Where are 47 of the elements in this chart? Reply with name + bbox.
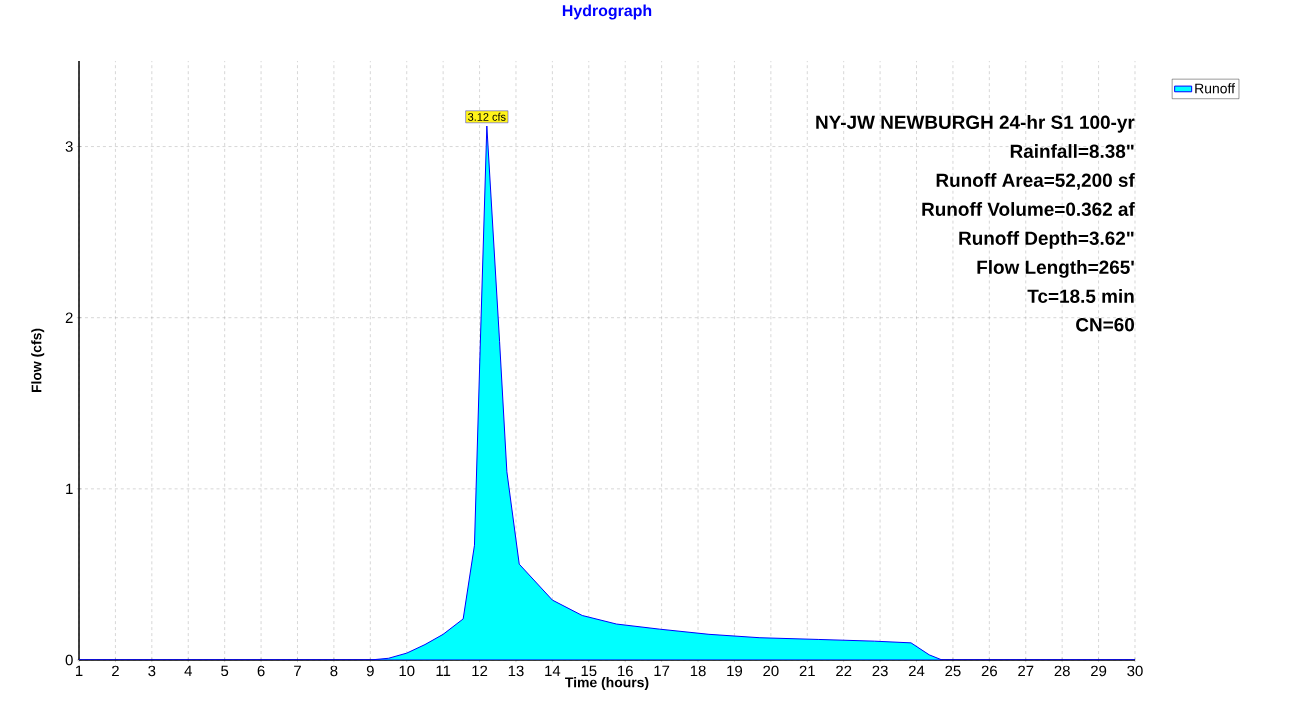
x-tick-label: 25	[945, 665, 961, 677]
annotation: Tc=18.5 min	[1027, 289, 1134, 303]
x-tick-label: 19	[727, 665, 743, 677]
x-tick-label: 22	[836, 665, 852, 677]
x-tick-label: 20	[763, 665, 779, 677]
x-tick-label: 7	[294, 665, 301, 676]
y-tick-label: 0	[65, 654, 73, 666]
x-tick-label: 16	[618, 665, 633, 677]
y-axis-title: Flow (cfs)	[31, 328, 45, 393]
y-tick-label: 2	[65, 312, 73, 323]
annotation: Runoff Volume=0.362 af	[922, 202, 1135, 216]
x-tick-label: 21	[799, 665, 815, 677]
y-tick-label: 3	[65, 141, 73, 152]
annotation: Runoff Depth=3.62"	[959, 231, 1134, 249]
x-tick-label: 30	[1127, 665, 1143, 677]
x-tick-label: 23	[872, 665, 888, 677]
x-tick-label: 15	[581, 665, 597, 677]
annotation: Flow Length=265'	[977, 260, 1134, 278]
x-tick-label: 28	[1054, 665, 1070, 677]
x-tick-label: 14	[545, 665, 561, 676]
legend-label: Runoff	[1195, 83, 1235, 94]
x-tick-label: 18	[690, 665, 706, 677]
x-tick-label: 27	[1018, 665, 1034, 677]
x-tick-label: 29	[1091, 665, 1107, 677]
x-tick-label: 1	[76, 665, 83, 676]
y-tick-label: 1	[66, 483, 73, 494]
x-tick-label: 5	[221, 665, 229, 677]
x-tick-label: 11	[436, 665, 451, 676]
x-tick-label: 8	[330, 665, 338, 677]
x-tick-label: 10	[399, 665, 415, 677]
x-tick-label: 9	[366, 665, 374, 677]
chart-title: Hydrograph	[562, 4, 652, 20]
annotation: Runoff Area=52,200 sf	[936, 173, 1135, 190]
x-tick-label: 3	[148, 665, 156, 677]
annotation: CN=60	[1076, 318, 1134, 332]
x-tick-label: 17	[654, 665, 670, 676]
x-tick-label: 24	[908, 665, 925, 677]
x-tick-label: 12	[472, 665, 488, 677]
annotation: NY-JW NEWBURGH 24-hr S1 100-yr	[816, 115, 1135, 133]
annotation: 3.12 cfs	[468, 112, 506, 121]
x-tick-label: 26	[981, 665, 997, 677]
annotation: Rainfall=8.38"	[1010, 144, 1134, 159]
x-tick-label: 2	[112, 665, 119, 677]
x-tick-label: 4	[184, 665, 192, 676]
x-tick-label: 13	[508, 665, 524, 677]
x-tick-label: 6	[257, 665, 265, 677]
x-axis-title: Time (hours)	[565, 677, 649, 691]
